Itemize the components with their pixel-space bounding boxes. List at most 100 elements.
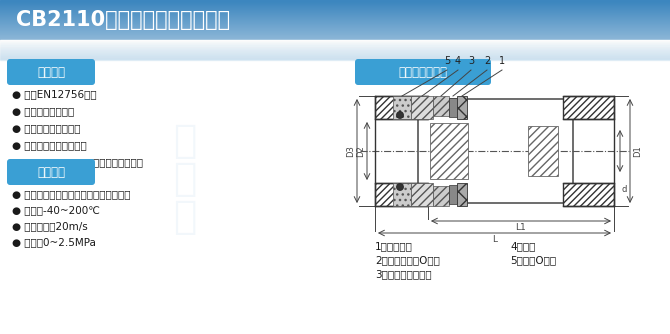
Bar — [0, 9, 670, 10]
Text: ● 温度：-40~200℃: ● 温度：-40~200℃ — [12, 205, 100, 215]
Bar — [0, 40, 670, 334]
Bar — [0, 50, 670, 51]
Bar — [0, 57, 670, 58]
Bar — [0, 30, 670, 31]
Bar — [0, 8, 670, 9]
Text: ● 广泛用于泵、反应釜、离心机等旋转轴密封: ● 广泛用于泵、反应釜、离心机等旋转轴密封 — [12, 157, 143, 167]
Bar — [0, 12, 670, 13]
Bar — [0, 39, 670, 40]
Bar — [375, 183, 428, 206]
Circle shape — [397, 183, 403, 190]
Bar — [0, 46, 670, 47]
Bar — [430, 123, 468, 179]
Bar — [457, 96, 467, 119]
Bar — [393, 183, 411, 206]
Bar — [0, 48, 670, 49]
Text: D2: D2 — [356, 145, 365, 157]
Bar — [0, 14, 670, 15]
Text: ● 结构紧凑，密封可靠: ● 结构紧凑，密封可靠 — [12, 123, 80, 133]
Bar — [0, 15, 670, 16]
Bar — [457, 183, 467, 206]
FancyBboxPatch shape — [7, 159, 95, 185]
Bar — [449, 98, 457, 117]
Text: 3、金属波纹管组件: 3、金属波纹管组件 — [375, 269, 431, 279]
Bar — [0, 0, 670, 1]
Bar — [0, 31, 670, 32]
Bar — [0, 5, 670, 6]
Bar — [0, 4, 670, 5]
Bar — [375, 96, 428, 119]
FancyBboxPatch shape — [355, 59, 491, 85]
Bar — [0, 13, 670, 14]
Bar — [0, 19, 670, 20]
Text: 2、金属波纹管O形圈: 2、金属波纹管O形圈 — [375, 255, 440, 265]
Bar — [411, 183, 433, 206]
Text: 广
东
旋: 广 东 旋 — [174, 122, 197, 236]
Bar — [0, 36, 670, 37]
Bar — [0, 47, 670, 48]
Bar — [0, 34, 670, 35]
Circle shape — [397, 112, 403, 119]
Bar — [0, 25, 670, 26]
Bar — [0, 16, 670, 17]
Bar — [0, 28, 670, 29]
Bar — [0, 18, 670, 19]
Bar — [0, 20, 670, 21]
Bar — [0, 35, 670, 36]
Bar — [563, 183, 614, 206]
Bar — [0, 59, 670, 60]
Text: ● 压力：0~2.5MPa: ● 压力：0~2.5MPa — [12, 237, 96, 247]
Text: 4、静环: 4、静环 — [510, 241, 535, 251]
Bar — [0, 33, 670, 34]
Bar — [0, 52, 670, 53]
Bar — [433, 96, 449, 116]
FancyBboxPatch shape — [7, 59, 95, 85]
Text: 5、静环O形圈: 5、静环O形圈 — [510, 255, 556, 265]
Bar — [0, 51, 670, 52]
Bar — [0, 11, 670, 12]
Text: 1、紧定螺钉: 1、紧定螺钉 — [375, 241, 413, 251]
Bar — [0, 55, 670, 56]
Bar — [0, 22, 670, 23]
Bar — [0, 43, 670, 44]
Bar — [528, 126, 558, 176]
Bar — [0, 45, 670, 46]
Text: ● 广泛用于高、低温介质: ● 广泛用于高、低温介质 — [12, 140, 86, 150]
Bar — [0, 53, 670, 54]
Bar — [393, 96, 411, 119]
Bar — [0, 56, 670, 57]
Text: 结构特点: 结构特点 — [37, 65, 65, 78]
Bar — [0, 42, 670, 43]
Bar — [563, 96, 614, 119]
Text: ● 介质：用于中压、高低温及腐蚀性介质: ● 介质：用于中压、高低温及腐蚀性介质 — [12, 189, 131, 199]
Bar — [0, 38, 670, 39]
Bar — [433, 186, 449, 206]
Bar — [0, 10, 670, 11]
Bar — [0, 26, 670, 27]
Bar — [0, 44, 670, 45]
Text: 适用工况: 适用工况 — [37, 166, 65, 178]
Bar — [0, 17, 670, 18]
Bar — [0, 7, 670, 8]
Bar — [0, 58, 670, 59]
Text: 2: 2 — [484, 56, 490, 66]
Bar — [0, 32, 670, 33]
Bar — [0, 3, 670, 4]
Text: 5: 5 — [444, 56, 450, 66]
Text: D3: D3 — [346, 145, 355, 157]
Bar — [0, 2, 670, 3]
Bar — [0, 37, 670, 38]
Bar — [0, 23, 670, 24]
Text: L: L — [492, 235, 497, 244]
Bar — [0, 49, 670, 50]
Bar — [0, 54, 670, 55]
Bar — [0, 1, 670, 2]
Text: ● 符合EN12756标准: ● 符合EN12756标准 — [12, 89, 96, 99]
Bar — [0, 6, 670, 7]
Bar — [411, 96, 433, 119]
Bar — [0, 27, 670, 28]
Bar — [449, 185, 457, 204]
Text: 1: 1 — [499, 56, 505, 66]
Text: ● 单端面金属波纹管: ● 单端面金属波纹管 — [12, 106, 74, 116]
Bar — [0, 21, 670, 22]
